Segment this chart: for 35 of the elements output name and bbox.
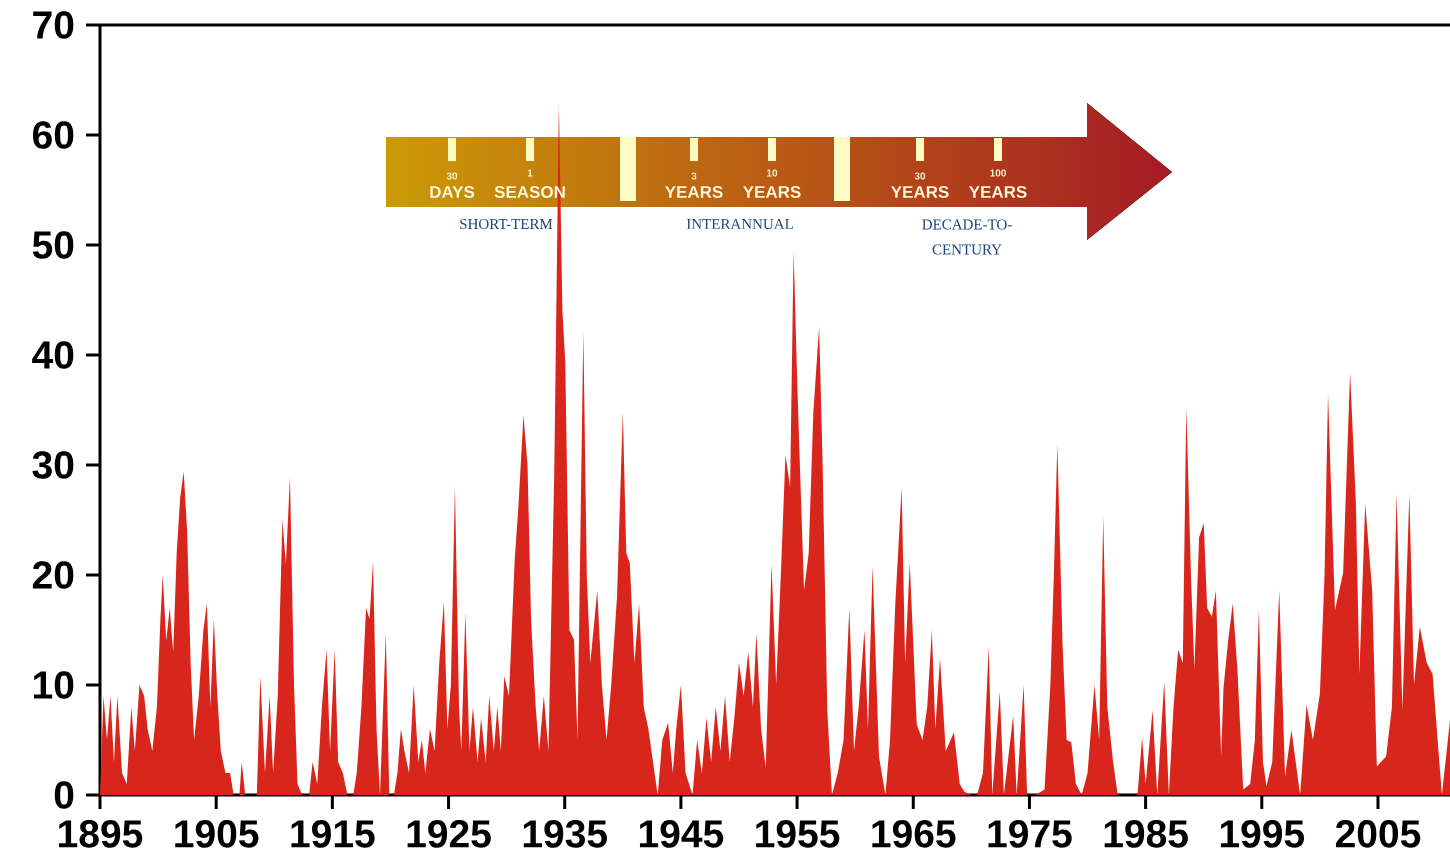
y-tick-label: 20 xyxy=(32,561,74,589)
y-tick-label: 0 xyxy=(54,781,74,809)
annotation: SHORT-TERM xyxy=(460,218,553,230)
annotation: DAYS xyxy=(430,185,475,198)
x-tick-label: 1905 xyxy=(175,820,259,848)
y-tick-label: 10 xyxy=(34,671,74,699)
annotation: 3 xyxy=(691,172,697,180)
x-tick-label: 1935 xyxy=(523,820,607,848)
x-tick-label: 1945 xyxy=(639,820,724,848)
annotation: YEARS xyxy=(891,185,949,198)
y-tick-label: 50 xyxy=(32,231,74,259)
y-tick-label: 30 xyxy=(32,451,74,479)
annotation: 100 xyxy=(990,169,1006,177)
x-tick-label: 1975 xyxy=(988,820,1072,848)
x-tick-label: 2005 xyxy=(1335,820,1421,848)
annotation: 10 xyxy=(767,169,778,177)
annotation: 30 xyxy=(446,172,458,180)
annotation: 1 xyxy=(527,169,533,177)
x-tick-label: 1915 xyxy=(291,820,375,848)
x-tick-label: 1985 xyxy=(1104,820,1188,848)
x-tick-label: 1965 xyxy=(872,820,956,848)
y-tick-label: 70 xyxy=(33,11,74,39)
annotation: YEARS xyxy=(969,185,1027,198)
annotation: YEARS xyxy=(743,185,801,198)
annotation: DECADE-TO-CENTURY xyxy=(922,219,1012,255)
annotation: SEASON xyxy=(494,185,565,198)
x-tick-label: 1925 xyxy=(407,820,491,848)
y-tick-label: 40 xyxy=(32,341,74,369)
annotation: 30 xyxy=(914,172,926,180)
y-tick-label: 60 xyxy=(33,121,74,149)
x-tick-label: 1995 xyxy=(1220,820,1305,848)
annotation: INTERANNUAL xyxy=(686,218,793,230)
x-tick-label: 1955 xyxy=(756,820,840,848)
x-tick-label: 1895 xyxy=(59,820,143,848)
annotation: YEARS xyxy=(665,185,723,198)
